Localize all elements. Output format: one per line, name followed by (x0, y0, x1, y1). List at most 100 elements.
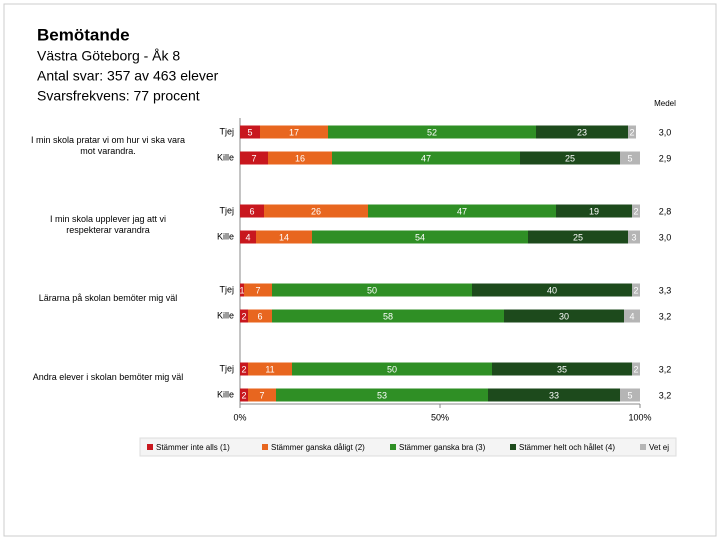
footer (10, 470, 710, 530)
legend-label: Vet ej (649, 443, 669, 452)
data-label: 2 (629, 127, 634, 137)
data-label: 58 (383, 311, 393, 321)
bar-segment (328, 125, 536, 139)
data-label: 26 (311, 206, 321, 216)
data-label: 19 (589, 206, 599, 216)
bar-segment (292, 362, 492, 376)
x-tick-label: 50% (431, 412, 449, 422)
data-label: 2 (241, 311, 246, 321)
data-label: 2 (241, 390, 246, 400)
mean-label: 3,2 (659, 390, 672, 400)
data-label: 4 (629, 311, 634, 321)
question-label: Lärarna på skolan bemöter mig väl (38, 293, 178, 303)
data-label: 2 (633, 206, 638, 216)
data-label: 47 (421, 153, 431, 163)
data-label: 2 (633, 364, 638, 374)
data-label: 16 (295, 153, 305, 163)
legend-box (139, 437, 677, 457)
legend-label: Stämmer helt och hållet (4) (519, 443, 615, 452)
data-label: 2 (633, 285, 638, 295)
y-tick-label: Kille (217, 152, 234, 162)
bar-segment (240, 309, 248, 323)
legend-label: Stämmer ganska dåligt (2) (271, 443, 365, 452)
bar-segment (260, 125, 328, 139)
bar-segment (240, 125, 260, 139)
bar-segment (248, 362, 292, 376)
bar-segment (620, 388, 640, 402)
data-label: 47 (457, 206, 467, 216)
bar-segment (256, 230, 312, 244)
bar-segment (276, 388, 488, 402)
x-tick-label: 100% (628, 412, 651, 422)
bar-segment (312, 230, 528, 244)
mean-label: 3,2 (659, 311, 672, 321)
data-label: 6 (257, 311, 262, 321)
bar-segment (528, 230, 628, 244)
mean-label: 2,8 (659, 206, 672, 216)
bar-segment (272, 283, 472, 297)
bar-segment (628, 125, 636, 139)
bar-segment (248, 309, 272, 323)
bar-segment (556, 204, 632, 218)
bar-segment (632, 204, 640, 218)
bar-segment (240, 230, 256, 244)
bar-segment (520, 151, 620, 165)
mean-label: 3,0 (659, 232, 672, 242)
subtitle: Västra Göteborg - Åk 8 (37, 48, 180, 64)
bar-segment (268, 151, 332, 165)
bar-segment (620, 151, 640, 165)
data-label: 1 (239, 285, 244, 295)
chart-title: Bemötande (37, 25, 130, 44)
y-tick-label: Kille (217, 231, 234, 241)
bar-segment (536, 125, 628, 139)
bar-segment (624, 309, 640, 323)
bar-segment (264, 204, 368, 218)
data-label: 2 (241, 364, 246, 374)
bar-segment (628, 230, 640, 244)
question-label: I min skola pratar vi om hur vi ska vara… (30, 135, 186, 156)
bar-segment (240, 283, 244, 297)
bar-segment (240, 151, 268, 165)
bar-segment (248, 388, 276, 402)
bar-segment (272, 309, 504, 323)
data-label: 53 (377, 390, 387, 400)
data-label: 23 (577, 127, 587, 137)
legend-label: Stämmer ganska bra (3) (399, 443, 486, 452)
data-label: 25 (573, 232, 583, 242)
legend-swatch (640, 444, 646, 450)
y-tick-label: Kille (217, 310, 234, 320)
y-tick-label: Tjej (219, 205, 234, 215)
bar-segment (332, 151, 520, 165)
bar-segment (368, 204, 556, 218)
bar-segment (632, 283, 640, 297)
data-label: 7 (259, 390, 264, 400)
data-label: 11 (265, 364, 274, 374)
bar-segment (504, 309, 624, 323)
mean-label: 3,3 (659, 285, 672, 295)
bar-segment (240, 362, 248, 376)
bar-segment (244, 283, 272, 297)
mean-label: 3,2 (659, 364, 672, 374)
data-label: 17 (289, 127, 299, 137)
data-label: 35 (557, 364, 567, 374)
data-label: 52 (427, 127, 437, 137)
legend-swatch (390, 444, 396, 450)
subtitle: Antal svar: 357 av 463 elever (37, 68, 219, 84)
bar-segment (240, 204, 264, 218)
y-tick-label: Tjej (219, 363, 234, 373)
legend-swatch (262, 444, 268, 450)
data-label: 50 (367, 285, 377, 295)
legend-swatch (147, 444, 153, 450)
bar-segment (488, 388, 620, 402)
data-label: 30 (559, 311, 569, 321)
data-label: 25 (565, 153, 575, 163)
y-tick-label: Tjej (219, 126, 234, 136)
question-label: Andra elever i skolan bemöter mig väl (32, 372, 184, 382)
data-label: 50 (387, 364, 397, 374)
bar-segment (472, 283, 632, 297)
mean-label: 3,0 (659, 127, 672, 137)
legend-label: Stämmer inte alls (1) (156, 443, 230, 452)
subtitle: Svarsfrekvens: 77 procent (37, 88, 200, 104)
